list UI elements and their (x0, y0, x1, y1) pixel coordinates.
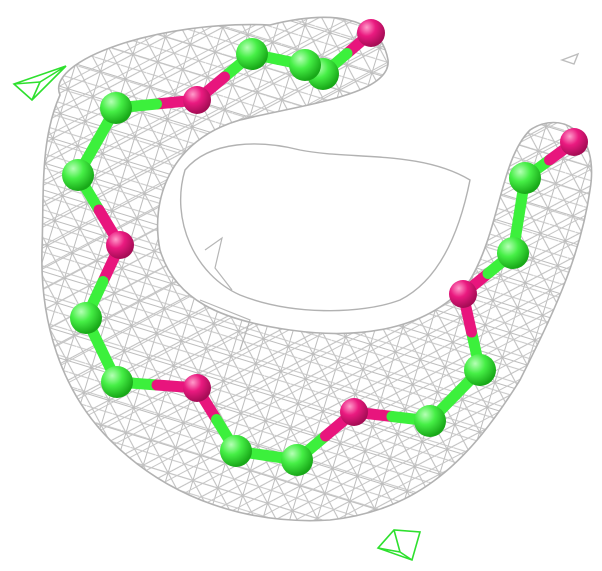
density-fragment-right (559, 52, 580, 65)
density-fragment-bottom (376, 529, 422, 562)
oxygen-atom (449, 280, 477, 308)
oxygen-atom (183, 86, 211, 114)
carbon-atom (70, 302, 102, 334)
carbon-atom (62, 159, 94, 191)
carbon-atom (236, 38, 268, 70)
carbon-atom (100, 92, 132, 124)
oxygen-atom (357, 19, 385, 47)
molecule-atoms (62, 19, 588, 476)
oxygen-atom (106, 231, 134, 259)
carbon-atom (289, 49, 321, 81)
carbon-atom (464, 354, 496, 386)
carbon-atom (497, 237, 529, 269)
carbon-atom (281, 444, 313, 476)
carbon-atom (220, 435, 252, 467)
carbon-atom (101, 366, 133, 398)
density-fragment-top-left (12, 65, 67, 102)
oxygen-atom (183, 374, 211, 402)
oxygen-atom (340, 398, 368, 426)
carbon-atom (414, 405, 446, 437)
oxygen-atom (560, 128, 588, 156)
carbon-atom (509, 162, 541, 194)
